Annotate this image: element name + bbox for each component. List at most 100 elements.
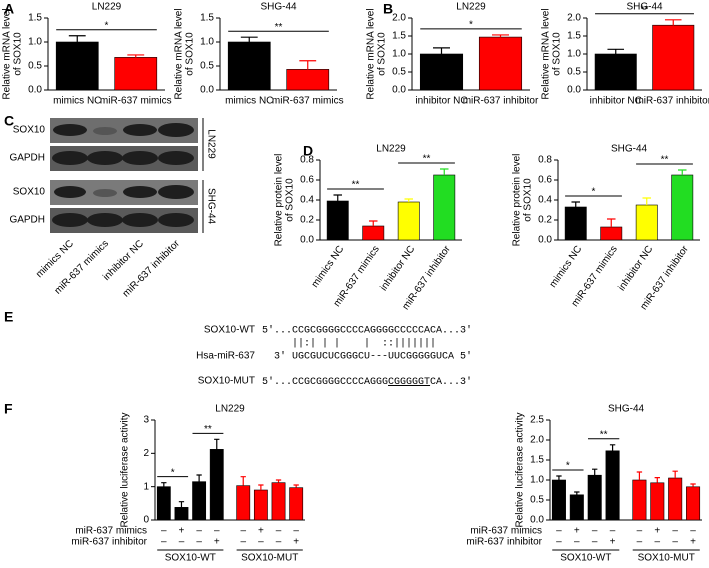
bar	[397, 201, 420, 241]
chart-title: SHG-44	[626, 2, 663, 13]
bar	[600, 226, 623, 241]
condition-mark: –	[196, 526, 202, 537]
significance-label: *	[592, 187, 596, 198]
bar	[209, 449, 224, 521]
y-tick-label: 2.5	[530, 415, 544, 426]
y-tick-label: 0.4	[538, 195, 552, 206]
y-axis-label: Relative protein level	[512, 154, 523, 247]
y-tick-label: 0.4	[300, 195, 314, 206]
y-tick-label: 0.5	[200, 61, 214, 72]
chart-title: SHG-44	[260, 2, 297, 13]
condition-mark: +	[214, 537, 220, 548]
y-tick-label: 0.0	[567, 85, 581, 96]
condition-mark: +	[293, 537, 299, 548]
y-tick-label: 0.0	[392, 85, 406, 96]
y-tick-label: 0.6	[300, 175, 314, 186]
band	[87, 213, 123, 227]
error-bar	[690, 483, 696, 487]
group-label: SOX10-WT	[165, 553, 216, 564]
condition-mark: +	[654, 526, 660, 537]
chart-title: LN229	[456, 2, 486, 13]
bar	[271, 482, 286, 521]
x-tick-label: inhibitor NC	[378, 244, 417, 293]
seq-part: 5'...CCGCGGGGCCCCAGGG	[262, 376, 388, 388]
condition-mark: +	[690, 537, 696, 548]
y-tick-label: 0.5	[392, 67, 406, 78]
error-bar	[240, 36, 258, 42]
blot-row-label: GAPDH	[9, 153, 45, 164]
error-bar	[333, 194, 343, 201]
seq-name: SOX10-WT	[204, 325, 255, 336]
error-bar	[672, 470, 678, 478]
condition-label: miR-637 mimics	[470, 526, 542, 537]
condition-mark: –	[240, 537, 246, 548]
y-tick-label: 1.5	[200, 13, 214, 24]
panel-label: B	[383, 1, 393, 17]
bar	[236, 485, 251, 521]
band	[93, 189, 117, 197]
chart-title: LN229	[92, 2, 122, 13]
significance-label: **	[600, 429, 608, 440]
y-axis-label: of SOX10	[523, 178, 534, 222]
x-tick-label: mimics NC	[225, 96, 273, 107]
error-bar	[607, 48, 625, 54]
cell-line-label: SHG-44	[205, 188, 216, 225]
sequence-panel: SOX10-WT 5'...CCGCGGGGCCCCAGGGGCCCCCACA.…	[196, 325, 472, 388]
error-bar	[275, 479, 282, 483]
y-tick-label: 0.6	[538, 175, 552, 186]
band	[123, 124, 157, 136]
y-tick-label: 0.5	[567, 67, 581, 78]
error-bar	[178, 501, 185, 508]
y-tick-label: 0.2	[300, 215, 314, 226]
y-tick-label: 0.0	[538, 235, 552, 246]
x-tick-label: miR-637 mimics	[100, 96, 172, 107]
group-label: SOX10-MUT	[638, 553, 695, 564]
condition-mark: –	[276, 526, 282, 537]
seq-name: Hsa-miR-637	[196, 351, 255, 362]
error-bar	[606, 218, 616, 227]
y-tick-label: 0.8	[538, 155, 552, 166]
panel-label: D	[303, 143, 313, 159]
error-bar	[609, 444, 616, 451]
significance-label: **	[423, 154, 431, 165]
band	[53, 124, 87, 136]
significance-label: *	[105, 20, 109, 31]
condition-mark: –	[672, 526, 678, 537]
error-bar	[492, 34, 509, 38]
chart-title: SHG-44	[611, 144, 648, 155]
condition-mark: –	[672, 537, 678, 548]
y-tick-label: 0.0	[300, 235, 314, 246]
y-axis-label: Relative luciferase activity	[120, 412, 131, 527]
blot-row-label: SOX10	[13, 187, 46, 198]
error-bar	[574, 491, 580, 495]
condition-mark: –	[293, 526, 299, 537]
bar	[362, 225, 385, 241]
bar	[671, 174, 694, 241]
significance-label: **	[204, 424, 212, 435]
bar	[569, 494, 584, 521]
y-tick-label: 2.0	[530, 435, 544, 446]
y-tick-label: 1.5	[567, 31, 581, 42]
chart-title: LN229	[376, 144, 406, 155]
error-bar	[240, 476, 246, 486]
x-tick-label: miR-637 inhibitor	[463, 96, 539, 107]
seq-part: CA...3'	[430, 376, 472, 388]
band	[122, 213, 158, 227]
bar	[551, 479, 566, 521]
significance-label: **	[661, 155, 669, 166]
chart-title: SHG-44	[608, 404, 645, 415]
condition-mark: –	[258, 537, 264, 548]
condition-mark: –	[556, 537, 562, 548]
condition-mark: +	[610, 537, 616, 548]
band	[158, 213, 194, 227]
condition-mark: +	[258, 526, 264, 537]
y-axis-label: of SOX10	[13, 32, 24, 76]
y-tick-label: 1.5	[392, 31, 406, 42]
y-axis-label: Relative mRNA level	[366, 8, 377, 99]
error-bar	[299, 60, 317, 70]
condition-mark: –	[592, 537, 598, 548]
condition-mark: –	[592, 526, 598, 537]
sequence: 5'...CCGCGGGGCCCCAGGGGCCCCCACA...3'	[262, 325, 472, 337]
bar	[478, 36, 523, 91]
condition-mark: –	[690, 526, 696, 537]
